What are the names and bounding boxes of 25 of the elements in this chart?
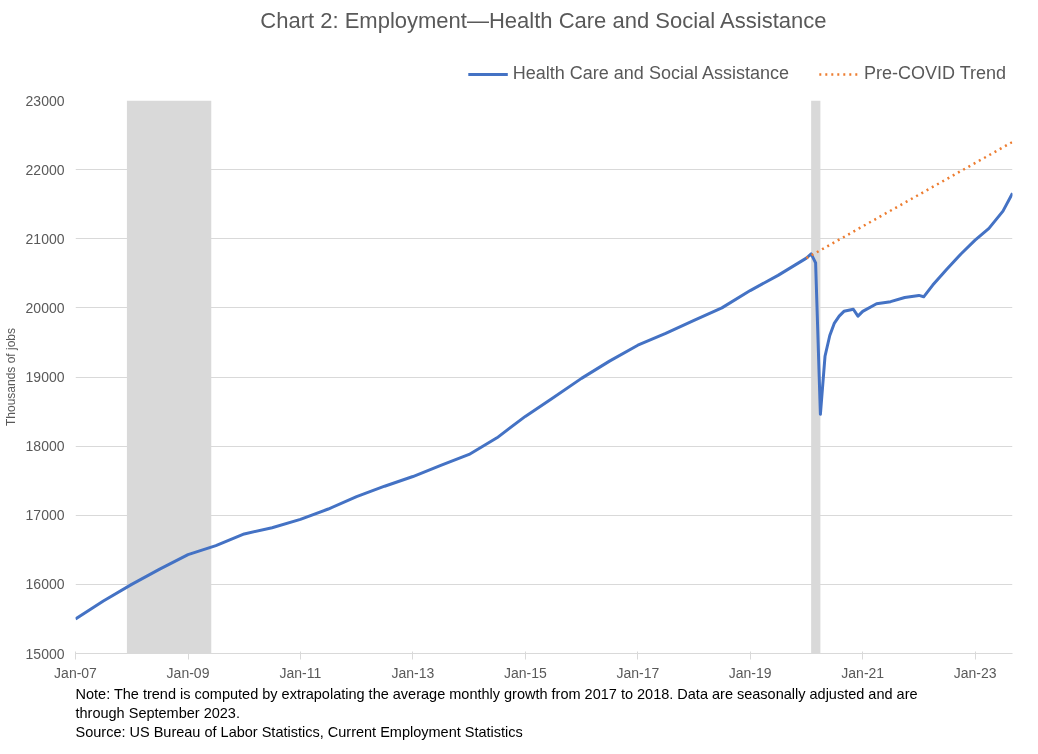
x-tick-label: Jan-23 [953, 664, 997, 681]
x-tick-label: Jan-15 [503, 664, 547, 681]
line-series [75, 191, 1013, 621]
x-tick-label: Jan-17 [616, 664, 660, 681]
y-tick-label: 19000 [25, 369, 65, 385]
text: Note: The trend is computed by extrapolating the average monthly growth from 2017 to 2018. Data are seasonally adjusted and are through September 2023. [75, 686, 918, 721]
y-tick-label: 16000 [25, 576, 65, 593]
legend-label: Health Care and Social Assistance [512, 63, 789, 84]
x-tick-label: Jan-19 [728, 664, 772, 681]
x-tick-label: Jan-21 [841, 664, 885, 681]
x-tick-label: Jan-09 [166, 664, 210, 681]
chart-title: Chart 2: Employment—Health Care and Social Assistance [260, 7, 827, 33]
x-tick-label: Jan-13 [391, 664, 435, 681]
x-tick-label: Jan-11 [279, 664, 322, 681]
source-note: Source: US Bureau of Labor Statistics, Current Employment Statistics [75, 724, 523, 740]
y-tick-label: 23000 [25, 92, 65, 109]
x-tick-label: Jan-07 [54, 664, 98, 681]
y-tick-label: 20000 [25, 299, 65, 316]
y-tick-label: 21000 [25, 230, 65, 247]
y-tick-label: 17000 [25, 507, 65, 524]
legend-label: Pre-COVID Trend [863, 63, 1006, 84]
y-tick-label: 15000 [25, 645, 65, 662]
y-tick-label: 22000 [25, 161, 65, 178]
y-tick-label: 18000 [25, 438, 65, 455]
y-axis-title: Thousands of jobs [3, 327, 18, 427]
